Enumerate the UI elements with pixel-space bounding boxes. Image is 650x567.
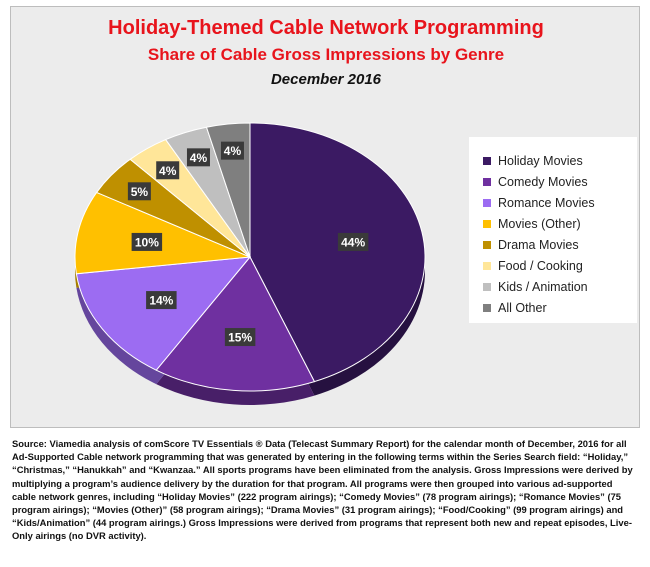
chart-area: Holiday-Themed Cable Network Programming… xyxy=(10,6,640,428)
data-label-box xyxy=(127,182,151,201)
legend-label: Comedy Movies xyxy=(498,175,588,189)
legend-label: Holiday Movies xyxy=(498,154,583,168)
legend-swatch xyxy=(483,241,491,249)
data-label-box xyxy=(337,232,369,251)
data-label-box xyxy=(156,161,180,180)
data-label: 15% xyxy=(228,331,252,345)
legend-item: Holiday Movies xyxy=(483,151,583,171)
legend-label: All Other xyxy=(498,301,547,315)
legend: Holiday Movies Comedy Movies Romance Movie… xyxy=(469,137,637,323)
chart-title: Holiday-Themed Cable Network Programming xyxy=(108,17,544,39)
data-label: 10% xyxy=(135,235,159,249)
legend-swatch xyxy=(483,304,491,312)
legend-item: Comedy Movies xyxy=(483,172,588,192)
pie-chart: 44% 15% 14% 10% 5% 4% 4% 4% xyxy=(74,122,426,406)
legend-item: Drama Movies xyxy=(483,235,579,255)
legend-label: Food / Cooking xyxy=(498,259,583,273)
pie-slice xyxy=(155,256,316,392)
legend-swatch xyxy=(483,157,491,165)
legend-swatch xyxy=(483,178,491,186)
data-label-box xyxy=(220,141,244,160)
data-label-box xyxy=(146,291,177,310)
legend-label: Romance Movies xyxy=(498,196,595,210)
data-label: 5% xyxy=(131,185,149,199)
chart-subtitle: Share of Cable Gross Impressions by Genr… xyxy=(147,45,505,64)
source-note: Source: Viamedia analysis of comScore TV… xyxy=(12,438,633,542)
legend-swatch xyxy=(483,283,491,291)
chart-date-label: December 2016 xyxy=(270,71,382,88)
legend-label: Movies (Other) xyxy=(498,217,581,231)
legend-label: Kids / Animation xyxy=(498,280,588,294)
data-label-box xyxy=(224,328,256,347)
pie-slice xyxy=(74,191,251,275)
pie-slice xyxy=(249,122,426,383)
data-label: 4% xyxy=(159,164,177,178)
data-label: 4% xyxy=(190,151,208,165)
legend-item: Romance Movies xyxy=(483,193,595,213)
data-label: 14% xyxy=(149,294,173,308)
legend-label: Drama Movies xyxy=(498,238,579,252)
pie-slice xyxy=(75,256,252,371)
legend-item: Food / Cooking xyxy=(483,256,583,276)
legend-item: All Other xyxy=(483,298,547,318)
legend-swatch xyxy=(483,220,491,228)
data-label: 4% xyxy=(224,144,242,158)
data-label-box xyxy=(186,148,210,167)
legend-item: Movies (Other) xyxy=(483,214,581,234)
data-label-box xyxy=(131,232,163,251)
legend-item: Kids / Animation xyxy=(483,277,588,297)
legend-swatch xyxy=(483,262,491,270)
data-label: 44% xyxy=(341,235,365,249)
legend-swatch xyxy=(483,199,491,207)
